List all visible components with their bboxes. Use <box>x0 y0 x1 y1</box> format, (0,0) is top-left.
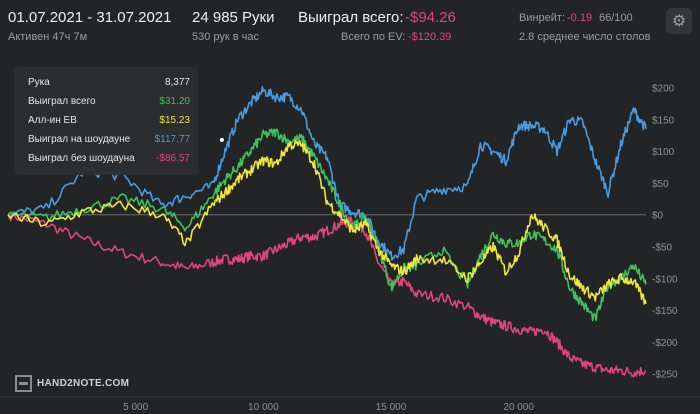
tooltip-label: Выиграл на шоудауне <box>28 134 131 145</box>
winrate-value: -0.19 <box>567 12 593 24</box>
y-tick-label: $150 <box>652 115 675 126</box>
tooltip-label: Рука <box>28 77 50 88</box>
hands-per-hour: 530 рук в час <box>192 31 260 43</box>
tooltip-row-allin-ev: Алл-ин ЕВ $15.23 <box>28 115 190 129</box>
tooltip-value: $31.20 <box>159 96 190 107</box>
ev-total-label: Всего по EV: <box>341 31 406 43</box>
tooltip-row-won: Выиграл всего $31.20 <box>28 96 190 110</box>
x-tick-label: 15 000 <box>376 402 407 413</box>
brand-logo: HAND2NOTE.COM <box>15 375 129 392</box>
tooltip-label: Алл-ин ЕВ <box>28 115 77 126</box>
hands-count: 24 985 Руки <box>192 9 275 26</box>
avg-tables: 2.8 среднее число столов <box>519 31 651 43</box>
series-line <box>7 139 647 305</box>
hover-point <box>219 137 224 142</box>
tooltip-row-hand: Рука 8,377 <box>28 77 190 91</box>
gear-icon: ⚙ <box>671 13 687 30</box>
winrate-suffix: 66/100 <box>599 12 633 24</box>
settings-button[interactable]: ⚙ <box>666 8 692 34</box>
x-tick-label: 20 000 <box>503 402 534 413</box>
winrate-label: Винрейт: <box>519 12 566 24</box>
y-tick-label: -$250 <box>652 370 678 381</box>
hand2note-logo-icon <box>15 375 32 392</box>
won-total-label: Выиграл всего: <box>298 9 404 26</box>
tooltip-label: Выиграл без шоудауна <box>28 153 135 164</box>
tooltip-row-showdown: Выиграл на шоудауне $117.77 <box>28 134 190 148</box>
y-tick-label: -$100 <box>652 274 678 285</box>
won-total-value: -$94.26 <box>405 9 456 26</box>
tooltip-value: $117.77 <box>154 134 190 145</box>
y-tick-label: $100 <box>652 147 675 158</box>
tooltip-row-non-showdown: Выиграл без шоудауна -$86.57 <box>28 153 190 167</box>
series-line <box>7 85 647 261</box>
y-tick-label: $0 <box>652 211 664 222</box>
series-line <box>7 211 647 378</box>
y-tick-label: -$150 <box>652 306 678 317</box>
tooltip-label: Выиграл всего <box>28 96 96 107</box>
y-tick-label: -$50 <box>652 242 672 253</box>
x-tick-label: 5 000 <box>123 402 148 413</box>
y-tick-label: $50 <box>652 179 669 190</box>
tooltip-value: 8,377 <box>164 77 190 88</box>
active-time: Активен 47ч 7м <box>8 31 88 43</box>
brand-text: HAND2NOTE.COM <box>37 378 130 389</box>
ev-total-value: -$120.39 <box>408 31 452 43</box>
stats-header: 01.07.2021 - 31.07.2021 Активен 47ч 7м 2… <box>0 0 700 60</box>
hover-tooltip: Рука 8,377 Выиграл всего $31.20 Алл-ин Е… <box>14 67 198 175</box>
date-range[interactable]: 01.07.2021 - 31.07.2021 <box>8 9 172 26</box>
y-tick-label: -$200 <box>652 338 678 349</box>
tooltip-value: -$86.57 <box>156 153 190 164</box>
graph-chart: $200 $150 $100 $50 $0 -$50 -$100 -$150 -$200 -$25… <box>0 84 700 413</box>
y-tick-label: $200 <box>652 84 675 95</box>
tooltip-value: $15.23 <box>159 115 190 126</box>
x-tick-label: 10 000 <box>248 402 279 413</box>
